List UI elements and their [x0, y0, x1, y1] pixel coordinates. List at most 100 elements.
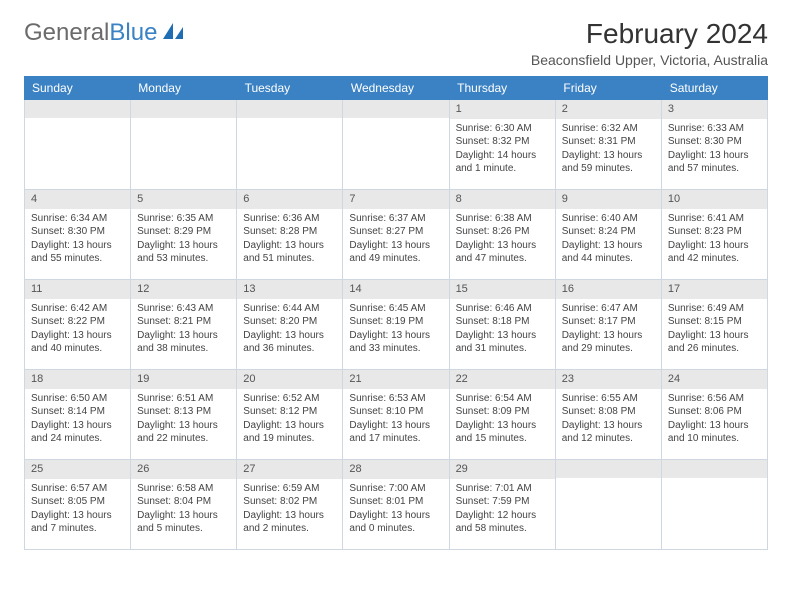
day-number: 21	[343, 370, 448, 389]
day-number: 13	[237, 280, 342, 299]
day-number: 9	[556, 190, 661, 209]
day-number: 12	[131, 280, 236, 299]
sunset-line: Sunset: 8:31 PM	[562, 135, 655, 149]
sunrise-line: Sunrise: 6:45 AM	[349, 302, 442, 316]
sunrise-line: Sunrise: 6:56 AM	[668, 392, 761, 406]
sunset-line: Sunset: 8:29 PM	[137, 225, 230, 239]
calendar-cell: 23Sunrise: 6:55 AMSunset: 8:08 PMDayligh…	[556, 370, 662, 460]
logo-text-blue: Blue	[109, 19, 157, 47]
day-number: 18	[25, 370, 130, 389]
weekday-header: Monday	[130, 76, 236, 100]
calendar-cell: 26Sunrise: 6:58 AMSunset: 8:04 PMDayligh…	[131, 460, 237, 550]
day-number	[131, 100, 236, 118]
day-number: 15	[450, 280, 555, 299]
day-number	[343, 100, 448, 118]
day-details: Sunrise: 6:46 AMSunset: 8:18 PMDaylight:…	[450, 299, 555, 360]
sunset-line: Sunset: 8:18 PM	[456, 315, 549, 329]
sunrise-line: Sunrise: 6:36 AM	[243, 212, 336, 226]
sunset-line: Sunset: 8:27 PM	[349, 225, 442, 239]
day-number: 29	[450, 460, 555, 479]
calendar-cell: 21Sunrise: 6:53 AMSunset: 8:10 PMDayligh…	[343, 370, 449, 460]
daylight-line: Daylight: 12 hours and 58 minutes.	[456, 509, 549, 536]
calendar-cell: 6 Sunrise: 6:36 AMSunset: 8:28 PMDaylight…	[237, 190, 343, 280]
sunrise-line: Sunrise: 6:46 AM	[456, 302, 549, 316]
sunset-line: Sunset: 8:04 PM	[137, 495, 230, 509]
calendar-cell: 11Sunrise: 6:42 AMSunset: 8:22 PMDayligh…	[25, 280, 131, 370]
sunrise-line: Sunrise: 6:49 AM	[668, 302, 761, 316]
day-number: 11	[25, 280, 130, 299]
calendar-cell: 15Sunrise: 6:46 AMSunset: 8:18 PMDayligh…	[450, 280, 556, 370]
daylight-line: Daylight: 13 hours and 42 minutes.	[668, 239, 761, 266]
sunset-line: Sunset: 8:21 PM	[137, 315, 230, 329]
calendar-cell: 10Sunrise: 6:41 AMSunset: 8:23 PMDayligh…	[662, 190, 768, 280]
sunrise-line: Sunrise: 6:50 AM	[31, 392, 124, 406]
sunrise-line: Sunrise: 6:40 AM	[562, 212, 655, 226]
sunset-line: Sunset: 8:23 PM	[668, 225, 761, 239]
daylight-line: Daylight: 13 hours and 31 minutes.	[456, 329, 549, 356]
sunrise-line: Sunrise: 6:30 AM	[456, 122, 549, 136]
day-details: Sunrise: 6:59 AMSunset: 8:02 PMDaylight:…	[237, 479, 342, 540]
day-number: 6	[237, 190, 342, 209]
daylight-line: Daylight: 13 hours and 47 minutes.	[456, 239, 549, 266]
sunrise-line: Sunrise: 6:44 AM	[243, 302, 336, 316]
daylight-line: Daylight: 13 hours and 29 minutes.	[562, 329, 655, 356]
sunrise-line: Sunrise: 6:53 AM	[349, 392, 442, 406]
location: Beaconsfield Upper, Victoria, Australia	[531, 52, 768, 68]
sunrise-line: Sunrise: 7:01 AM	[456, 482, 549, 496]
sunset-line: Sunset: 8:09 PM	[456, 405, 549, 419]
daylight-line: Daylight: 13 hours and 44 minutes.	[562, 239, 655, 266]
day-number: 23	[556, 370, 661, 389]
day-details: Sunrise: 6:34 AMSunset: 8:30 PMDaylight:…	[25, 209, 130, 270]
daylight-line: Daylight: 13 hours and 24 minutes.	[31, 419, 124, 446]
day-details: Sunrise: 6:56 AMSunset: 8:06 PMDaylight:…	[662, 389, 767, 450]
logo-sail-icon	[161, 20, 187, 48]
calendar-cell	[25, 100, 131, 190]
calendar-cell	[131, 100, 237, 190]
sunrise-line: Sunrise: 6:52 AM	[243, 392, 336, 406]
day-number: 4	[25, 190, 130, 209]
calendar-cell: 28Sunrise: 7:00 AMSunset: 8:01 PMDayligh…	[343, 460, 449, 550]
daylight-line: Daylight: 13 hours and 0 minutes.	[349, 509, 442, 536]
daylight-line: Daylight: 13 hours and 51 minutes.	[243, 239, 336, 266]
sunset-line: Sunset: 8:30 PM	[668, 135, 761, 149]
day-details: Sunrise: 7:01 AMSunset: 7:59 PMDaylight:…	[450, 479, 555, 540]
sunset-line: Sunset: 8:01 PM	[349, 495, 442, 509]
daylight-line: Daylight: 13 hours and 7 minutes.	[31, 509, 124, 536]
sunset-line: Sunset: 8:24 PM	[562, 225, 655, 239]
day-number: 5	[131, 190, 236, 209]
sunset-line: Sunset: 8:28 PM	[243, 225, 336, 239]
day-details: Sunrise: 6:55 AMSunset: 8:08 PMDaylight:…	[556, 389, 661, 450]
sunset-line: Sunset: 8:17 PM	[562, 315, 655, 329]
day-details: Sunrise: 6:41 AMSunset: 8:23 PMDaylight:…	[662, 209, 767, 270]
sunset-line: Sunset: 8:13 PM	[137, 405, 230, 419]
sunset-line: Sunset: 8:22 PM	[31, 315, 124, 329]
sunset-line: Sunset: 8:32 PM	[456, 135, 549, 149]
daylight-line: Daylight: 13 hours and 2 minutes.	[243, 509, 336, 536]
calendar-cell: 2Sunrise: 6:32 AMSunset: 8:31 PMDaylight…	[556, 100, 662, 190]
day-details: Sunrise: 6:50 AMSunset: 8:14 PMDaylight:…	[25, 389, 130, 450]
calendar-cell: 4Sunrise: 6:34 AMSunset: 8:30 PMDaylight…	[25, 190, 131, 280]
daylight-line: Daylight: 13 hours and 15 minutes.	[456, 419, 549, 446]
day-number	[237, 100, 342, 118]
weekday-header: Sunday	[24, 76, 130, 100]
calendar-cell: 29Sunrise: 7:01 AMSunset: 7:59 PMDayligh…	[450, 460, 556, 550]
calendar-cell	[237, 100, 343, 190]
daylight-line: Daylight: 13 hours and 22 minutes.	[137, 419, 230, 446]
day-details: Sunrise: 6:38 AMSunset: 8:26 PMDaylight:…	[450, 209, 555, 270]
day-number: 17	[662, 280, 767, 299]
sunrise-line: Sunrise: 6:38 AM	[456, 212, 549, 226]
day-number: 14	[343, 280, 448, 299]
day-number: 1	[450, 100, 555, 119]
logo-text-gray: General	[24, 19, 109, 47]
calendar-cell: 24Sunrise: 6:56 AMSunset: 8:06 PMDayligh…	[662, 370, 768, 460]
day-details: Sunrise: 6:53 AMSunset: 8:10 PMDaylight:…	[343, 389, 448, 450]
sunrise-line: Sunrise: 6:58 AM	[137, 482, 230, 496]
daylight-line: Daylight: 14 hours and 1 minute.	[456, 149, 549, 176]
calendar-cell: 12Sunrise: 6:43 AMSunset: 8:21 PMDayligh…	[131, 280, 237, 370]
logo: GeneralBlue	[24, 18, 187, 48]
day-number: 28	[343, 460, 448, 479]
sunrise-line: Sunrise: 6:43 AM	[137, 302, 230, 316]
calendar-cell: 27Sunrise: 6:59 AMSunset: 8:02 PMDayligh…	[237, 460, 343, 550]
day-number	[556, 460, 661, 478]
weekday-header: Thursday	[449, 76, 555, 100]
